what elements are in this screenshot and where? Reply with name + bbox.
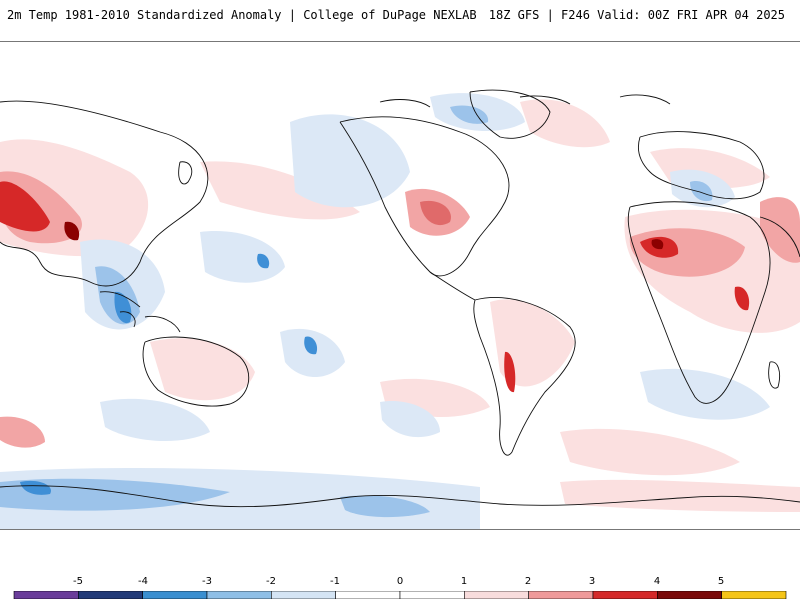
coast-greenland bbox=[469, 89, 551, 139]
coast-maritime-islands bbox=[99, 291, 181, 333]
warm-sahara-extreme bbox=[651, 239, 664, 250]
model-run-info: 18Z GFS | F246 Valid: 00Z FRI APR 04 202… bbox=[488, 8, 785, 22]
colorbar-tick: -2 bbox=[266, 576, 276, 587]
warm-us-core bbox=[420, 200, 451, 226]
coast-australia bbox=[142, 336, 250, 407]
colorbar-segments bbox=[13, 591, 787, 599]
coast-south-america bbox=[473, 297, 576, 456]
colorbar-scale bbox=[13, 591, 787, 599]
warm-south-america bbox=[490, 299, 575, 387]
warm-mideast bbox=[760, 197, 800, 263]
colorbar-tick: 1 bbox=[460, 576, 468, 587]
warm-himalaya-extreme bbox=[64, 221, 80, 241]
cool-anomaly-regions bbox=[0, 93, 770, 529]
colorbar-segment bbox=[13, 591, 79, 599]
warm-antarctic-edge bbox=[560, 479, 800, 512]
colorbar-segment bbox=[528, 591, 594, 599]
warm-himalaya bbox=[0, 181, 50, 232]
cool-ross-sea bbox=[340, 495, 430, 518]
colorbar-segment bbox=[206, 591, 272, 599]
coast-africa bbox=[627, 201, 771, 404]
cool-pacific-spot bbox=[257, 253, 270, 269]
warm-andes bbox=[504, 351, 516, 393]
colorbar-segment bbox=[399, 591, 465, 599]
coast-madagascar bbox=[768, 361, 781, 389]
cool-europe-core bbox=[690, 181, 713, 202]
coast-arctic-islands bbox=[379, 94, 671, 108]
colorbar-tick: -1 bbox=[330, 576, 340, 587]
cool-maritime-core bbox=[114, 291, 132, 324]
warm-east-africa bbox=[734, 286, 750, 311]
colorbar-segment bbox=[142, 591, 208, 599]
anomaly-map bbox=[0, 41, 800, 530]
colorbar: -5 -4 -3 -2 -1 0 1 2 3 4 5 bbox=[0, 570, 800, 600]
warm-anomaly-regions bbox=[0, 99, 800, 512]
colorbar-segment bbox=[592, 591, 658, 599]
coast-arabia bbox=[759, 216, 800, 258]
colorbar-segment bbox=[78, 591, 143, 599]
coast-japan bbox=[178, 161, 193, 185]
coast-antarctica bbox=[0, 485, 800, 508]
colorbar-segment bbox=[657, 591, 722, 599]
colorbar-segment bbox=[721, 591, 787, 599]
colorbar-tick: 3 bbox=[588, 576, 596, 587]
colorbar-tick: 5 bbox=[717, 576, 725, 587]
coastlines bbox=[0, 89, 800, 508]
warm-south-atlantic bbox=[560, 428, 740, 476]
warm-australia bbox=[150, 338, 255, 401]
warm-southern-indian bbox=[0, 416, 45, 448]
coast-central-america bbox=[429, 271, 476, 301]
world-map-svg bbox=[0, 89, 800, 529]
cool-central-pacific bbox=[200, 231, 285, 283]
coast-europe bbox=[638, 131, 765, 200]
colorbar-tick: -4 bbox=[138, 576, 148, 587]
cool-southeast-atlantic bbox=[380, 401, 440, 438]
colorbar-tick: -3 bbox=[202, 576, 212, 587]
cool-antarctic-core bbox=[20, 480, 51, 495]
coast-asia bbox=[0, 100, 209, 287]
coast-north-america bbox=[339, 116, 510, 277]
colorbar-segment bbox=[335, 591, 401, 599]
map-title: 2m Temp 1981-2010 Standardized Anomaly |… bbox=[7, 8, 477, 22]
cool-tropical-spot bbox=[304, 336, 318, 355]
warm-pacific-band bbox=[200, 161, 360, 220]
cool-arctic-canada bbox=[450, 105, 489, 124]
cool-north-pacific bbox=[290, 114, 410, 208]
colorbar-segment bbox=[271, 591, 336, 599]
colorbar-tick: 2 bbox=[524, 576, 532, 587]
colorbar-tick: 4 bbox=[653, 576, 661, 587]
header: 2m Temp 1981-2010 Standardized Anomaly |… bbox=[0, 0, 800, 30]
colorbar-tick: 0 bbox=[396, 576, 404, 587]
colorbar-tick: -5 bbox=[73, 576, 83, 587]
cool-south-pacific bbox=[100, 398, 210, 442]
colorbar-segment bbox=[464, 591, 529, 599]
cool-indian-ocean bbox=[640, 368, 770, 420]
warm-north-atlantic bbox=[520, 99, 610, 148]
